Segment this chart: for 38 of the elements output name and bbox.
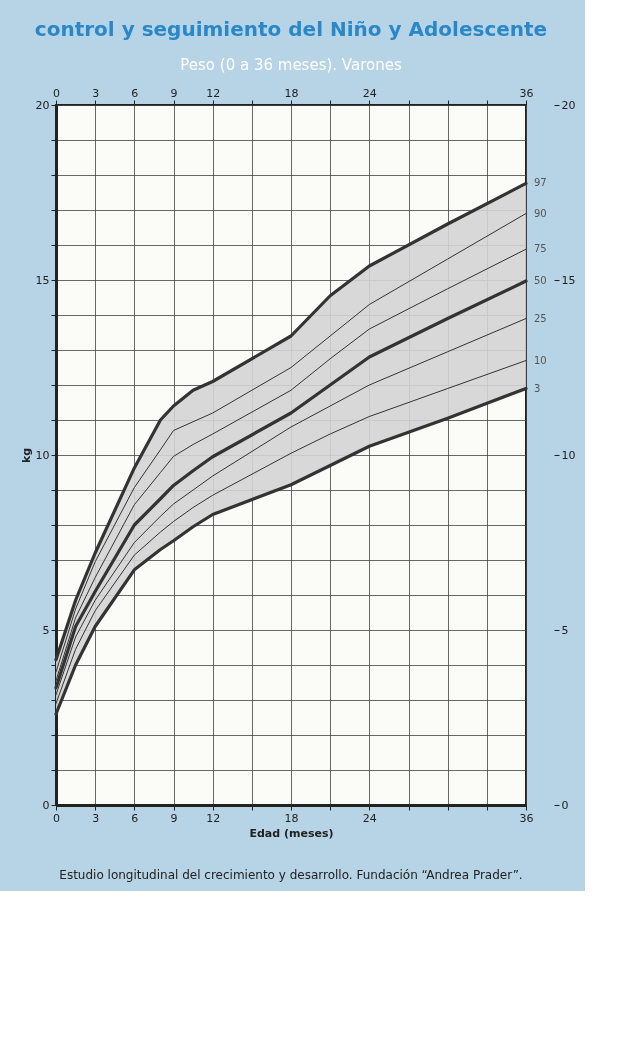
series-label: 75 xyxy=(534,243,547,255)
chart-title: control y seguimiento del Niño y Adolescente xyxy=(34,17,548,41)
x-tick-label: 3 xyxy=(92,811,100,825)
y-tick-label: 5 xyxy=(42,623,50,637)
y2-tick-label: 20 xyxy=(561,98,576,112)
x-tick-label: 9 xyxy=(170,811,178,825)
series-label: 3 xyxy=(534,382,541,394)
x2-tick-label: 6 xyxy=(131,86,139,100)
y2-tick-label: 10 xyxy=(561,448,576,462)
x2-tick-label: 0 xyxy=(53,86,60,100)
text: Estudio longitudinal del crecimiento y desarrollo. Fundación “Andrea Prader”. xyxy=(59,868,523,882)
y-tick-label: 20 xyxy=(35,98,50,112)
x2-tick-label: 36 xyxy=(519,86,534,100)
x-tick-label: 36 xyxy=(519,811,534,825)
y2-tick-label: 5 xyxy=(561,623,569,637)
series-label: 97 xyxy=(534,177,547,189)
y2-tick-label: 15 xyxy=(561,273,576,287)
x-axis-title: Edad (meses) xyxy=(249,826,334,840)
x-tick-label: 12 xyxy=(206,811,221,825)
series-label: 25 xyxy=(534,312,547,324)
x2-tick-label: 9 xyxy=(170,86,178,100)
chart-subtitle: Peso (0 a 36 meses). Varones xyxy=(180,56,402,74)
y-axis-title: kg xyxy=(19,447,33,464)
x2-tick-label: 3 xyxy=(92,86,100,100)
x-tick-label: 0 xyxy=(53,811,60,825)
series-label: 10 xyxy=(534,354,547,366)
x2-tick-label: 24 xyxy=(362,86,377,100)
series-label: 50 xyxy=(534,275,547,287)
x-tick-label: 18 xyxy=(284,811,299,825)
y-tick-label: 0 xyxy=(42,798,50,812)
x2-tick-label: 18 xyxy=(284,86,299,100)
x-tick-label: 6 xyxy=(131,811,139,825)
y2-tick-label: 0 xyxy=(561,798,569,812)
y-tick-label: 10 xyxy=(35,448,50,462)
series-label: 90 xyxy=(534,207,547,219)
x-tick-label: 24 xyxy=(362,811,377,825)
x2-tick-label: 12 xyxy=(206,86,221,100)
y-tick-label: 15 xyxy=(35,273,50,287)
